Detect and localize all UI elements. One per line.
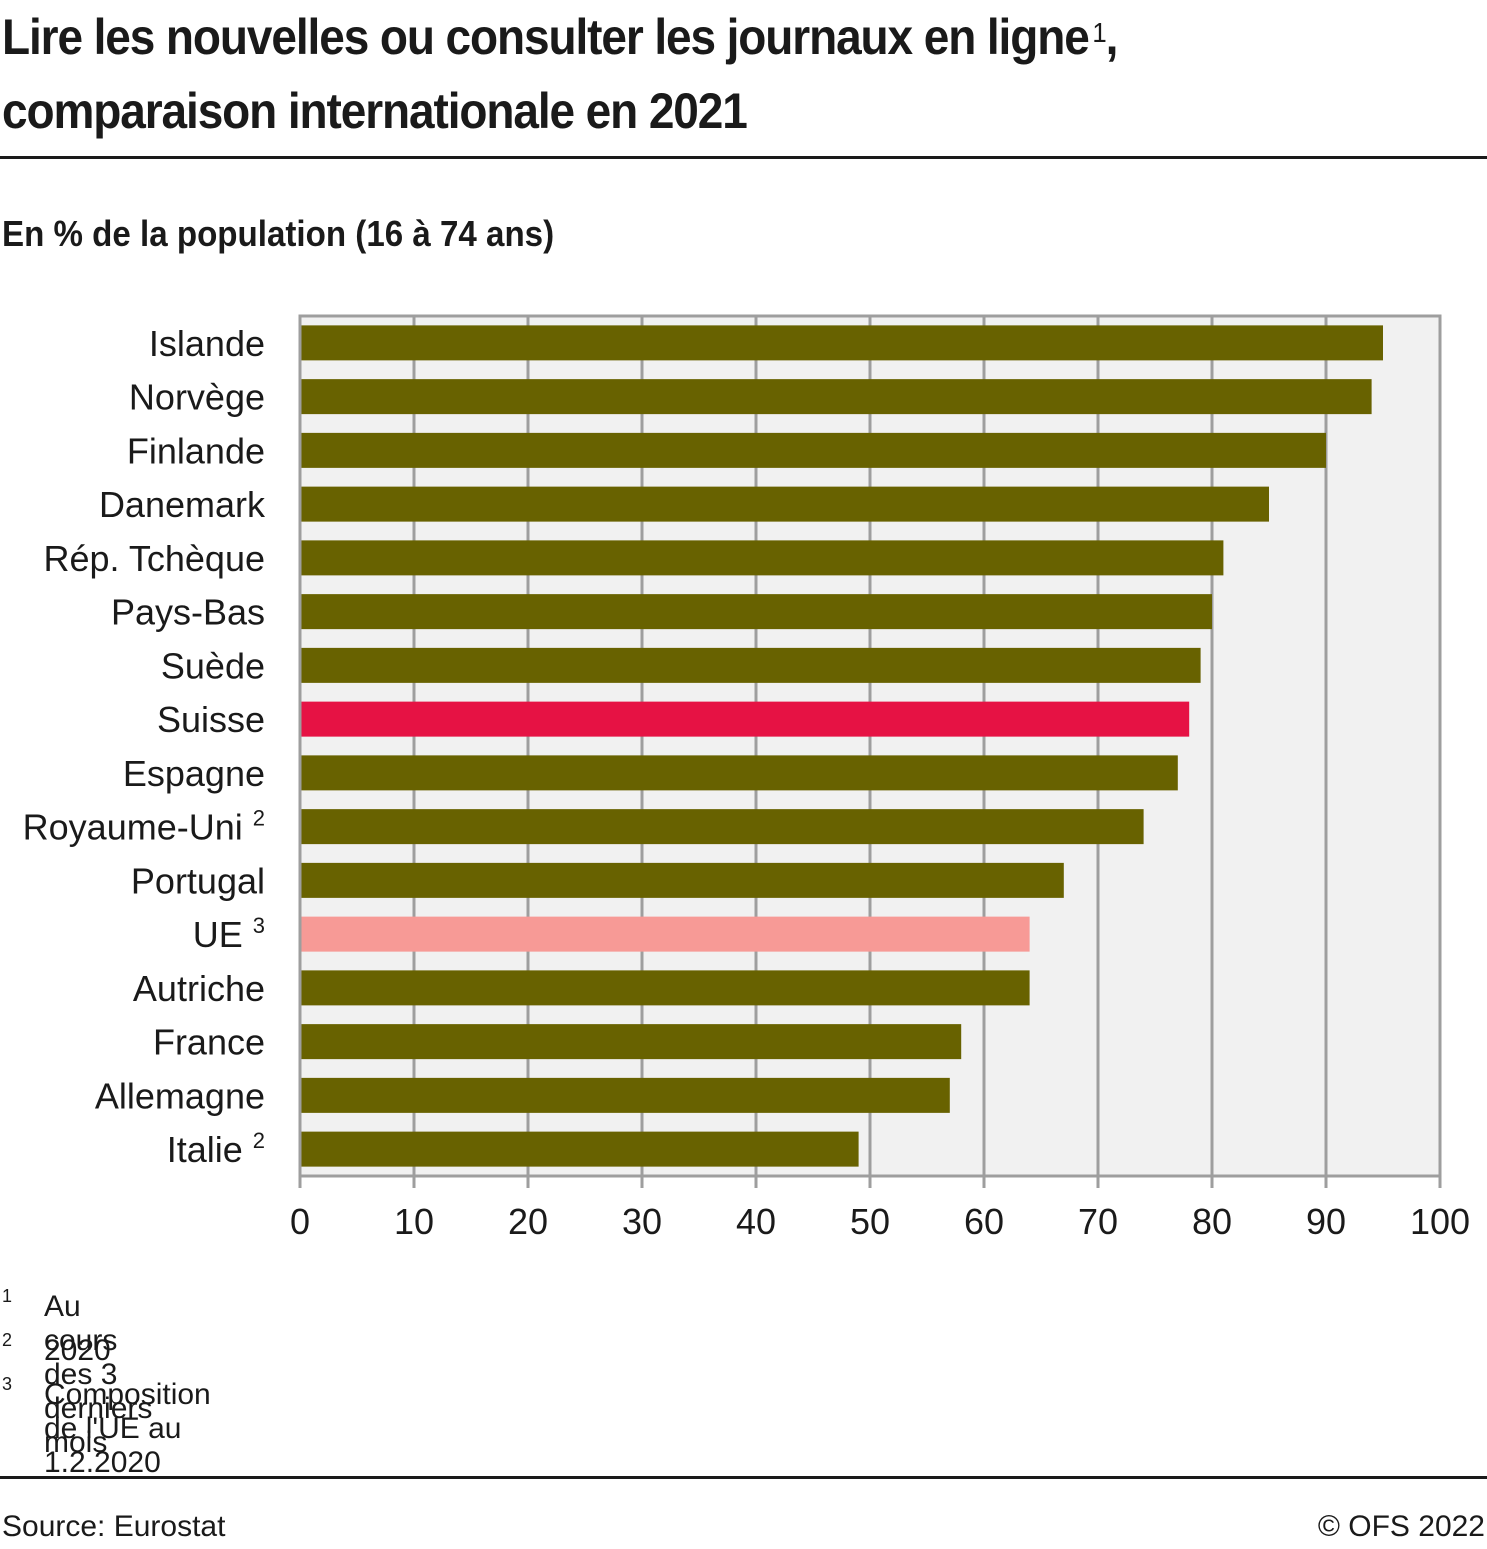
category-label: Suède — [161, 645, 265, 686]
copyright-text: © OFS 2022 — [1317, 1510, 1485, 1543]
x-tick-label: 30 — [622, 1201, 662, 1242]
x-tick-label: 0 — [290, 1201, 310, 1242]
footnote-marker: 2 — [253, 1128, 265, 1153]
bar-france — [300, 1024, 962, 1060]
footnote-marker: 2 — [253, 806, 265, 831]
chart-title: Lire les nouvelles ou consulter les jour… — [2, 0, 1364, 148]
bar-su-de — [300, 647, 1201, 683]
chart-subtitle: En % de la population (16 à 74 ans) — [2, 213, 555, 254]
category-label: Islande — [149, 323, 265, 364]
bar-suisse — [300, 701, 1190, 737]
bar-danemark — [300, 486, 1269, 522]
bars — [300, 325, 1383, 1167]
x-tick-label: 10 — [394, 1201, 434, 1242]
bar-autriche — [300, 970, 1030, 1006]
category-label: Suisse — [157, 699, 265, 740]
bar-islande — [300, 325, 1383, 361]
category-label: Norvège — [129, 377, 265, 418]
y-axis-labels: Islande Norvège Finlande Danemark Rép. Tchèq… — [23, 323, 266, 1170]
source-text: Source: Eurostat — [2, 1510, 226, 1543]
footnote-marker: 3 — [253, 913, 265, 938]
category-label: Allemagne — [95, 1075, 265, 1116]
bar-ue — [300, 916, 1030, 952]
category-label: Finlande — [127, 430, 265, 471]
x-axis-ticks: 0 10 20 30 40 50 60 70 80 90 100 — [290, 1201, 1470, 1242]
x-tick-label: 50 — [850, 1201, 890, 1242]
bar-allemagne — [300, 1077, 950, 1113]
category-label: Royaume-Uni 2 — [23, 806, 265, 848]
bar-pays-bas — [300, 594, 1212, 630]
bar-royaume-uni — [300, 809, 1144, 845]
x-tick-label: 60 — [964, 1201, 1004, 1242]
title-footnote-marker: 1 — [1092, 17, 1106, 48]
category-label: France — [153, 1022, 265, 1063]
category-label: Italie 2 — [167, 1128, 265, 1170]
title-line-2: comparaison internationale en 2021 — [2, 83, 748, 139]
bar-espagne — [300, 755, 1178, 791]
category-label: Danemark — [99, 484, 266, 525]
bar-norv-ge — [300, 379, 1372, 415]
bar-portugal — [300, 862, 1064, 898]
category-label: Portugal — [131, 860, 265, 901]
bar-finlande — [300, 432, 1326, 468]
footer-divider — [0, 1476, 1487, 1479]
x-tick-label: 20 — [508, 1201, 548, 1242]
category-label: Pays-Bas — [111, 592, 265, 633]
title-divider — [0, 156, 1487, 159]
x-tick-label: 80 — [1192, 1201, 1232, 1242]
title-line-1: Lire les nouvelles ou consulter les jour… — [2, 9, 1118, 65]
bar-r-p-tch-que — [300, 540, 1224, 576]
category-label: Rép. Tchèque — [43, 538, 265, 579]
x-tick-label: 90 — [1306, 1201, 1346, 1242]
x-tick-label: 40 — [736, 1201, 776, 1242]
category-label: Espagne — [123, 753, 265, 794]
bar-chart: 0 10 20 30 40 50 60 70 80 90 100 Islande Norvège Fin… — [23, 314, 1470, 1242]
category-label: Autriche — [133, 968, 265, 1009]
x-tick-label: 100 — [1410, 1201, 1470, 1242]
category-label: UE 3 — [193, 913, 265, 955]
plot-frame — [298, 314, 1442, 1178]
x-tick-label: 70 — [1078, 1201, 1118, 1242]
bar-italie — [300, 1131, 859, 1167]
